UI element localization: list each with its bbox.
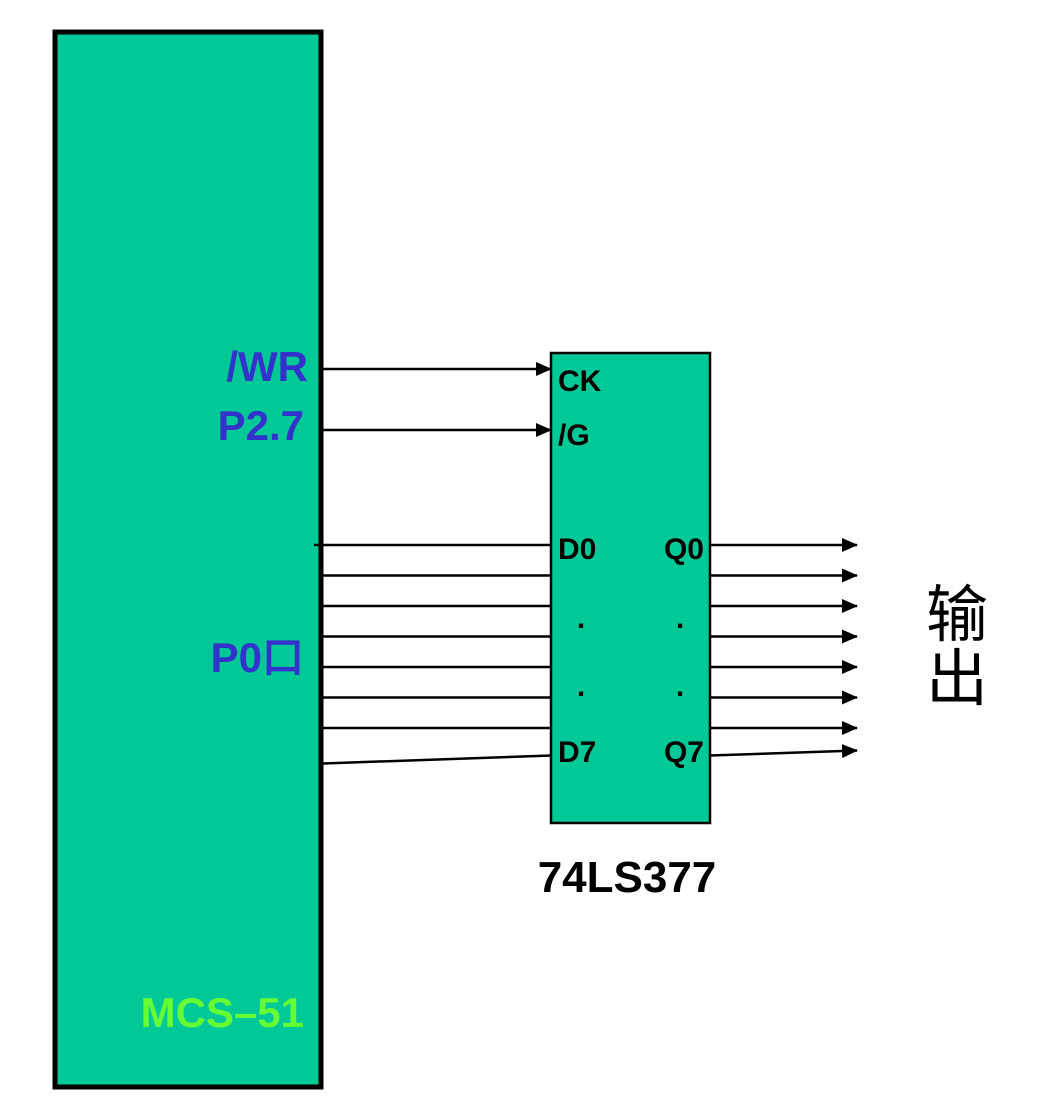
pin-label-q7: Q7 <box>664 736 704 769</box>
port-label-p0: P0口 <box>211 634 304 681</box>
ellipsis-q-1: . <box>676 602 684 635</box>
latch-name: 74LS377 <box>538 853 717 902</box>
mcu-name: MCS–51 <box>141 989 304 1036</box>
pin-label-p27: P2.7 <box>218 402 304 449</box>
data-bus-input <box>314 543 552 765</box>
data-line-in-7 <box>322 754 552 765</box>
pin-label-q0: Q0 <box>664 533 704 566</box>
pin-label-ck: CK <box>558 365 602 398</box>
data-line-out-7 <box>709 744 858 759</box>
mcu-block <box>52 29 324 1090</box>
output-label-char2: 出 <box>926 642 988 715</box>
pin-label-d7: D7 <box>558 736 596 769</box>
data-bus-output <box>709 538 858 759</box>
ellipsis-q-2: . <box>676 670 684 703</box>
ellipsis-d-2: . <box>577 670 585 703</box>
pin-label-g: /G <box>558 419 590 452</box>
pin-label-wr: /WR <box>226 343 308 390</box>
latch-block <box>549 351 712 825</box>
ellipsis-d-1: . <box>577 602 585 635</box>
output-label-char1: 输 <box>926 578 988 651</box>
pin-label-d0: D0 <box>558 533 596 566</box>
